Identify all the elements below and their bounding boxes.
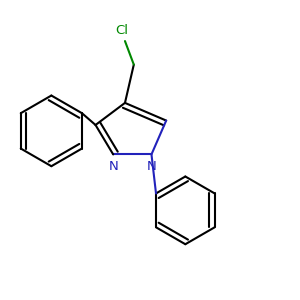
Text: N: N — [108, 160, 118, 173]
Text: N: N — [147, 160, 156, 173]
Text: Cl: Cl — [116, 24, 128, 37]
